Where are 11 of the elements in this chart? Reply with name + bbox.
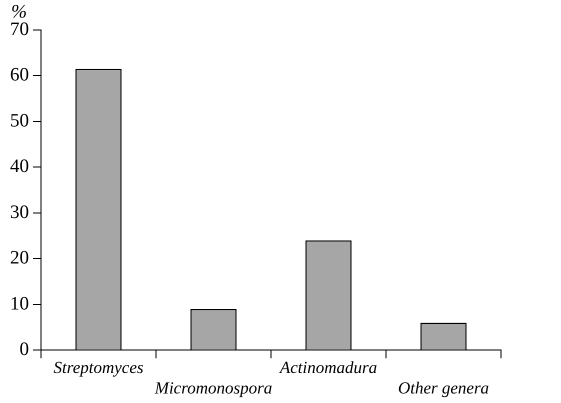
y-tick-label: 40 [10, 156, 29, 178]
x-tick-label: Actinomadura [278, 358, 378, 377]
y-tick-label: 50 [10, 110, 29, 132]
y-tick-label: 30 [10, 202, 29, 223]
y-tick-label: 60 [10, 64, 29, 86]
y-tick-label: 0 [20, 339, 29, 360]
x-tick-label: Micromonospora [154, 378, 272, 398]
x-tick-label: Other genera [398, 378, 490, 398]
x-tick-label: Streptomyces [53, 358, 144, 377]
y-tick-label: 20 [10, 248, 29, 269]
y-tick-label: 10 [10, 293, 29, 314]
